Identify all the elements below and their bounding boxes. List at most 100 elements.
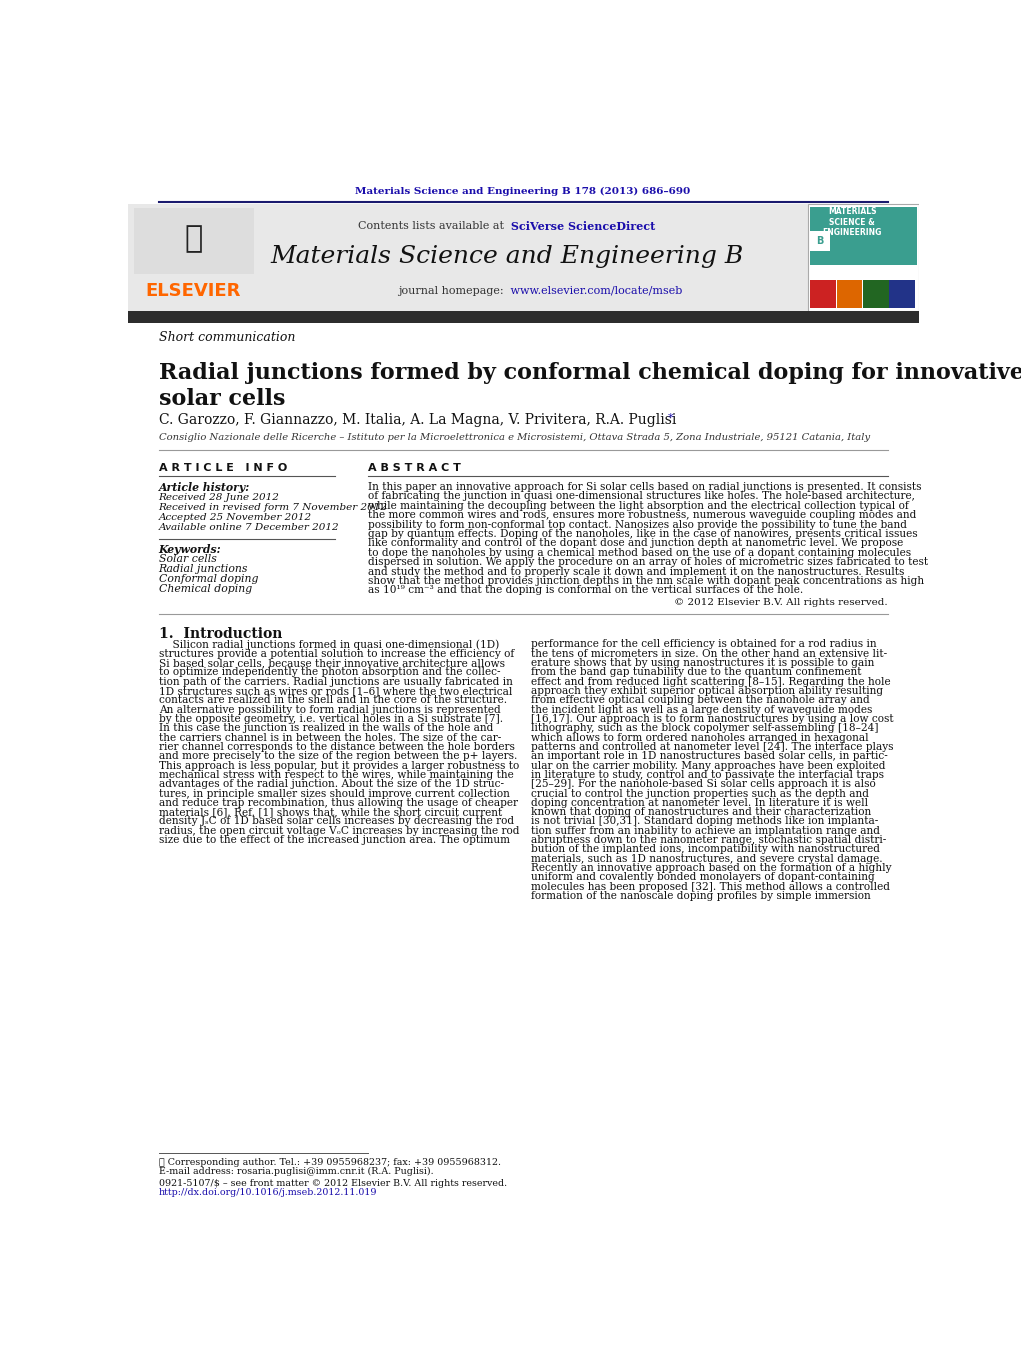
Text: formation of the nanoscale doping profiles by simple immersion: formation of the nanoscale doping profil… <box>531 892 870 901</box>
Text: Accepted 25 November 2012: Accepted 25 November 2012 <box>158 512 311 521</box>
FancyBboxPatch shape <box>134 208 254 274</box>
Text: the tens of micrometers in size. On the other hand an extensive lit-: the tens of micrometers in size. On the … <box>531 648 887 659</box>
FancyBboxPatch shape <box>889 280 915 308</box>
Text: to dope the nanoholes by using a chemical method based on the use of a dopant co: to dope the nanoholes by using a chemica… <box>368 547 911 558</box>
Text: in literature to study, control and to passivate the interfacial traps: in literature to study, control and to p… <box>531 770 883 780</box>
Text: [25–29]. For the nanohole-based Si solar cells approach it is also: [25–29]. For the nanohole-based Si solar… <box>531 780 875 789</box>
Text: In this case the junction is realized in the walls of the hole and: In this case the junction is realized in… <box>158 723 493 734</box>
Text: Radial junctions: Radial junctions <box>158 565 248 574</box>
Text: ★ Corresponding author. Tel.: +39 0955968237; fax: +39 0955968312.: ★ Corresponding author. Tel.: +39 095596… <box>158 1158 500 1167</box>
Text: approach they exhibit superior optical absorption ability resulting: approach they exhibit superior optical a… <box>531 686 883 696</box>
Text: B: B <box>816 235 823 246</box>
Text: bution of the implanted ions, incompatibility with nanostructured: bution of the implanted ions, incompatib… <box>531 844 880 854</box>
Text: E-mail address: rosaria.puglisi@imm.cnr.it (R.A. Puglisi).: E-mail address: rosaria.puglisi@imm.cnr.… <box>158 1167 433 1177</box>
Text: journal homepage:: journal homepage: <box>398 285 507 296</box>
Text: Silicon radial junctions formed in quasi one-dimensional (1D): Silicon radial junctions formed in quasi… <box>158 639 499 650</box>
Text: rier channel corresponds to the distance between the hole borders: rier channel corresponds to the distance… <box>158 742 515 753</box>
Text: tures, in principle smaller sizes should improve current collection: tures, in principle smaller sizes should… <box>158 789 509 798</box>
Text: an important role in 1D nanostructures based solar cells, in partic-: an important role in 1D nanostructures b… <box>531 751 887 761</box>
Text: effect and from reduced light scattering [8–15]. Regarding the hole: effect and from reduced light scattering… <box>531 677 890 686</box>
Text: Radial junctions formed by conformal chemical doping for innovative hole-based
s: Radial junctions formed by conformal che… <box>158 362 1021 409</box>
Text: Conformal doping: Conformal doping <box>158 574 258 585</box>
Text: the carriers channel is in between the holes. The size of the car-: the carriers channel is in between the h… <box>158 732 501 743</box>
Text: Keywords:: Keywords: <box>158 544 222 555</box>
Text: Short communication: Short communication <box>158 331 295 345</box>
Text: by the opposite geometry, i.e. vertical holes in a Si substrate [7].: by the opposite geometry, i.e. vertical … <box>158 713 502 724</box>
Text: radius, the open circuit voltage VₒC increases by increasing the rod: radius, the open circuit voltage VₒC inc… <box>158 825 519 836</box>
Text: crucial to control the junction properties such as the depth and: crucial to control the junction properti… <box>531 789 869 798</box>
Text: from the band gap tunability due to the quantum confinement: from the band gap tunability due to the … <box>531 667 861 677</box>
Text: contacts are realized in the shell and in the core of the structure.: contacts are realized in the shell and i… <box>158 696 506 705</box>
Text: doping concentration at nanometer level. In literature it is well: doping concentration at nanometer level.… <box>531 798 868 808</box>
Text: abruptness down to the nanometer range, stochastic spatial distri-: abruptness down to the nanometer range, … <box>531 835 886 846</box>
Text: structures provide a potential solution to increase the efficiency of: structures provide a potential solution … <box>158 648 514 659</box>
FancyBboxPatch shape <box>811 231 830 251</box>
Text: dispersed in solution. We apply the procedure on an array of holes of micrometri: dispersed in solution. We apply the proc… <box>368 557 928 567</box>
Text: the more common wires and rods, ensures more robustness, numerous waveguide coup: the more common wires and rods, ensures … <box>368 511 916 520</box>
FancyBboxPatch shape <box>128 311 919 323</box>
Text: while maintaining the decoupling between the light absorption and the electrical: while maintaining the decoupling between… <box>368 501 909 511</box>
Text: advantages of the radial junction. About the size of the 1D struc-: advantages of the radial junction. About… <box>158 780 503 789</box>
Text: Consiglio Nazionale delle Ricerche – Istituto per la Microelettronica e Microsis: Consiglio Nazionale delle Ricerche – Ist… <box>158 434 870 442</box>
Text: Contents lists available at: Contents lists available at <box>358 222 507 231</box>
Text: lithography, such as the block copolymer self-assembling [18–24]: lithography, such as the block copolymer… <box>531 723 878 734</box>
Text: and more precisely to the size of the region between the p+ layers.: and more precisely to the size of the re… <box>158 751 517 761</box>
Text: ELSEVIER: ELSEVIER <box>146 282 241 300</box>
Text: This approach is less popular, but it provides a larger robustness to: This approach is less popular, but it pr… <box>158 761 519 770</box>
Text: patterns and controlled at nanometer level [24]. The interface plays: patterns and controlled at nanometer lev… <box>531 742 893 753</box>
FancyBboxPatch shape <box>128 204 808 311</box>
Text: Materials Science and Engineering B 178 (2013) 686–690: Materials Science and Engineering B 178 … <box>355 186 690 196</box>
Text: A R T I C L E   I N F O: A R T I C L E I N F O <box>158 463 287 473</box>
Text: Si based solar cells, because their innovative architecture allows: Si based solar cells, because their inno… <box>158 658 504 669</box>
Text: 1.  Introduction: 1. Introduction <box>158 627 282 640</box>
Text: size due to the effect of the increased junction area. The optimum: size due to the effect of the increased … <box>158 835 509 846</box>
Text: A B S T R A C T: A B S T R A C T <box>368 463 460 473</box>
Text: [16,17]. Our approach is to form nanostructures by using a low cost: [16,17]. Our approach is to form nanostr… <box>531 713 893 724</box>
Text: Received in revised form 7 November 2012: Received in revised form 7 November 2012 <box>158 503 388 512</box>
Text: show that the method provides junction depths in the nm scale with dopant peak c: show that the method provides junction d… <box>368 576 924 586</box>
Text: http://dx.doi.org/10.1016/j.mseb.2012.11.019: http://dx.doi.org/10.1016/j.mseb.2012.11… <box>158 1188 377 1197</box>
Text: materials [6]. Ref. [1] shows that, while the short circuit current: materials [6]. Ref. [1] shows that, whil… <box>158 807 502 817</box>
Text: MATERIALS
SCIENCE &
ENGINEERING: MATERIALS SCIENCE & ENGINEERING <box>823 207 882 236</box>
Text: Solar cells: Solar cells <box>158 554 216 565</box>
FancyBboxPatch shape <box>863 280 888 308</box>
Text: materials, such as 1D nanostructures, and severe crystal damage.: materials, such as 1D nanostructures, an… <box>531 854 882 863</box>
Text: SciVerse ScienceDirect: SciVerse ScienceDirect <box>507 220 655 231</box>
Text: mechanical stress with respect to the wires, while maintaining the: mechanical stress with respect to the wi… <box>158 770 514 780</box>
Text: to optimize independently the photon absorption and the collec-: to optimize independently the photon abs… <box>158 667 500 677</box>
Text: like conformality and control of the dopant dose and junction depth at nanometri: like conformality and control of the dop… <box>368 539 904 549</box>
FancyBboxPatch shape <box>811 280 836 308</box>
Text: uniform and covalently bonded monolayers of dopant-containing: uniform and covalently bonded monolayers… <box>531 873 874 882</box>
Text: Recently an innovative approach based on the formation of a highly: Recently an innovative approach based on… <box>531 863 891 873</box>
Text: the incident light as well as a large density of waveguide modes: the incident light as well as a large de… <box>531 705 872 715</box>
Text: Materials Science and Engineering B: Materials Science and Engineering B <box>271 245 744 267</box>
Text: which allows to form ordered nanoholes arranged in hexagonal: which allows to form ordered nanoholes a… <box>531 732 868 743</box>
Text: *: * <box>668 413 674 423</box>
Text: Available online 7 December 2012: Available online 7 December 2012 <box>158 523 339 531</box>
Text: molecules has been proposed [32]. This method allows a controlled: molecules has been proposed [32]. This m… <box>531 882 889 892</box>
Text: In this paper an innovative approach for Si solar cells based on radial junction: In this paper an innovative approach for… <box>368 482 921 492</box>
Text: tion path of the carriers. Radial junctions are usually fabricated in: tion path of the carriers. Radial juncti… <box>158 677 513 686</box>
Text: © 2012 Elsevier B.V. All rights reserved.: © 2012 Elsevier B.V. All rights reserved… <box>674 598 888 608</box>
Text: ular on the carrier mobility. Many approaches have been exploited: ular on the carrier mobility. Many appro… <box>531 761 885 770</box>
Text: from effective optical coupling between the nanohole array and: from effective optical coupling between … <box>531 696 869 705</box>
Text: 0921-5107/$ – see front matter © 2012 Elsevier B.V. All rights reserved.: 0921-5107/$ – see front matter © 2012 El… <box>158 1178 506 1188</box>
Text: tion suffer from an inability to achieve an implantation range and: tion suffer from an inability to achieve… <box>531 825 880 836</box>
Text: possibility to form non-conformal top contact. Nanosizes also provide the possib: possibility to form non-conformal top co… <box>368 520 907 530</box>
Text: of fabricating the junction in quasi one-dimensional structures like holes. The : of fabricating the junction in quasi one… <box>368 492 915 501</box>
Text: Article history:: Article history: <box>158 481 250 493</box>
Text: www.elsevier.com/locate/mseb: www.elsevier.com/locate/mseb <box>507 285 683 296</box>
Text: Chemical doping: Chemical doping <box>158 585 252 594</box>
Text: performance for the cell efficiency is obtained for a rod radius in: performance for the cell efficiency is o… <box>531 639 876 650</box>
Text: C. Garozzo, F. Giannazzo, M. Italia, A. La Magna, V. Privitera, R.A. Puglisi: C. Garozzo, F. Giannazzo, M. Italia, A. … <box>158 413 676 427</box>
Text: 1D structures such as wires or rods [1–6] where the two electrical: 1D structures such as wires or rods [1–6… <box>158 686 512 696</box>
FancyBboxPatch shape <box>811 207 917 265</box>
Text: An alternative possibility to form radial junctions is represented: An alternative possibility to form radia… <box>158 705 500 715</box>
Text: and reduce trap recombination, thus allowing the usage of cheaper: and reduce trap recombination, thus allo… <box>158 798 518 808</box>
Text: known that doping of nanostructures and their characterization: known that doping of nanostructures and … <box>531 807 871 817</box>
FancyBboxPatch shape <box>808 204 919 311</box>
Text: 🌲: 🌲 <box>185 224 202 254</box>
Text: and study the method and to properly scale it down and implement it on the nanos: and study the method and to properly sca… <box>368 566 905 577</box>
Text: Received 28 June 2012: Received 28 June 2012 <box>158 493 280 501</box>
Text: density JₛC of 1D based solar cells increases by decreasing the rod: density JₛC of 1D based solar cells incr… <box>158 816 514 827</box>
